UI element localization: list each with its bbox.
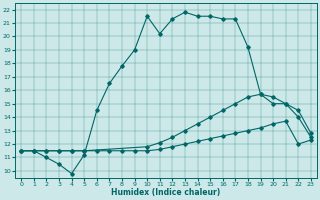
X-axis label: Humidex (Indice chaleur): Humidex (Indice chaleur) xyxy=(111,188,221,197)
